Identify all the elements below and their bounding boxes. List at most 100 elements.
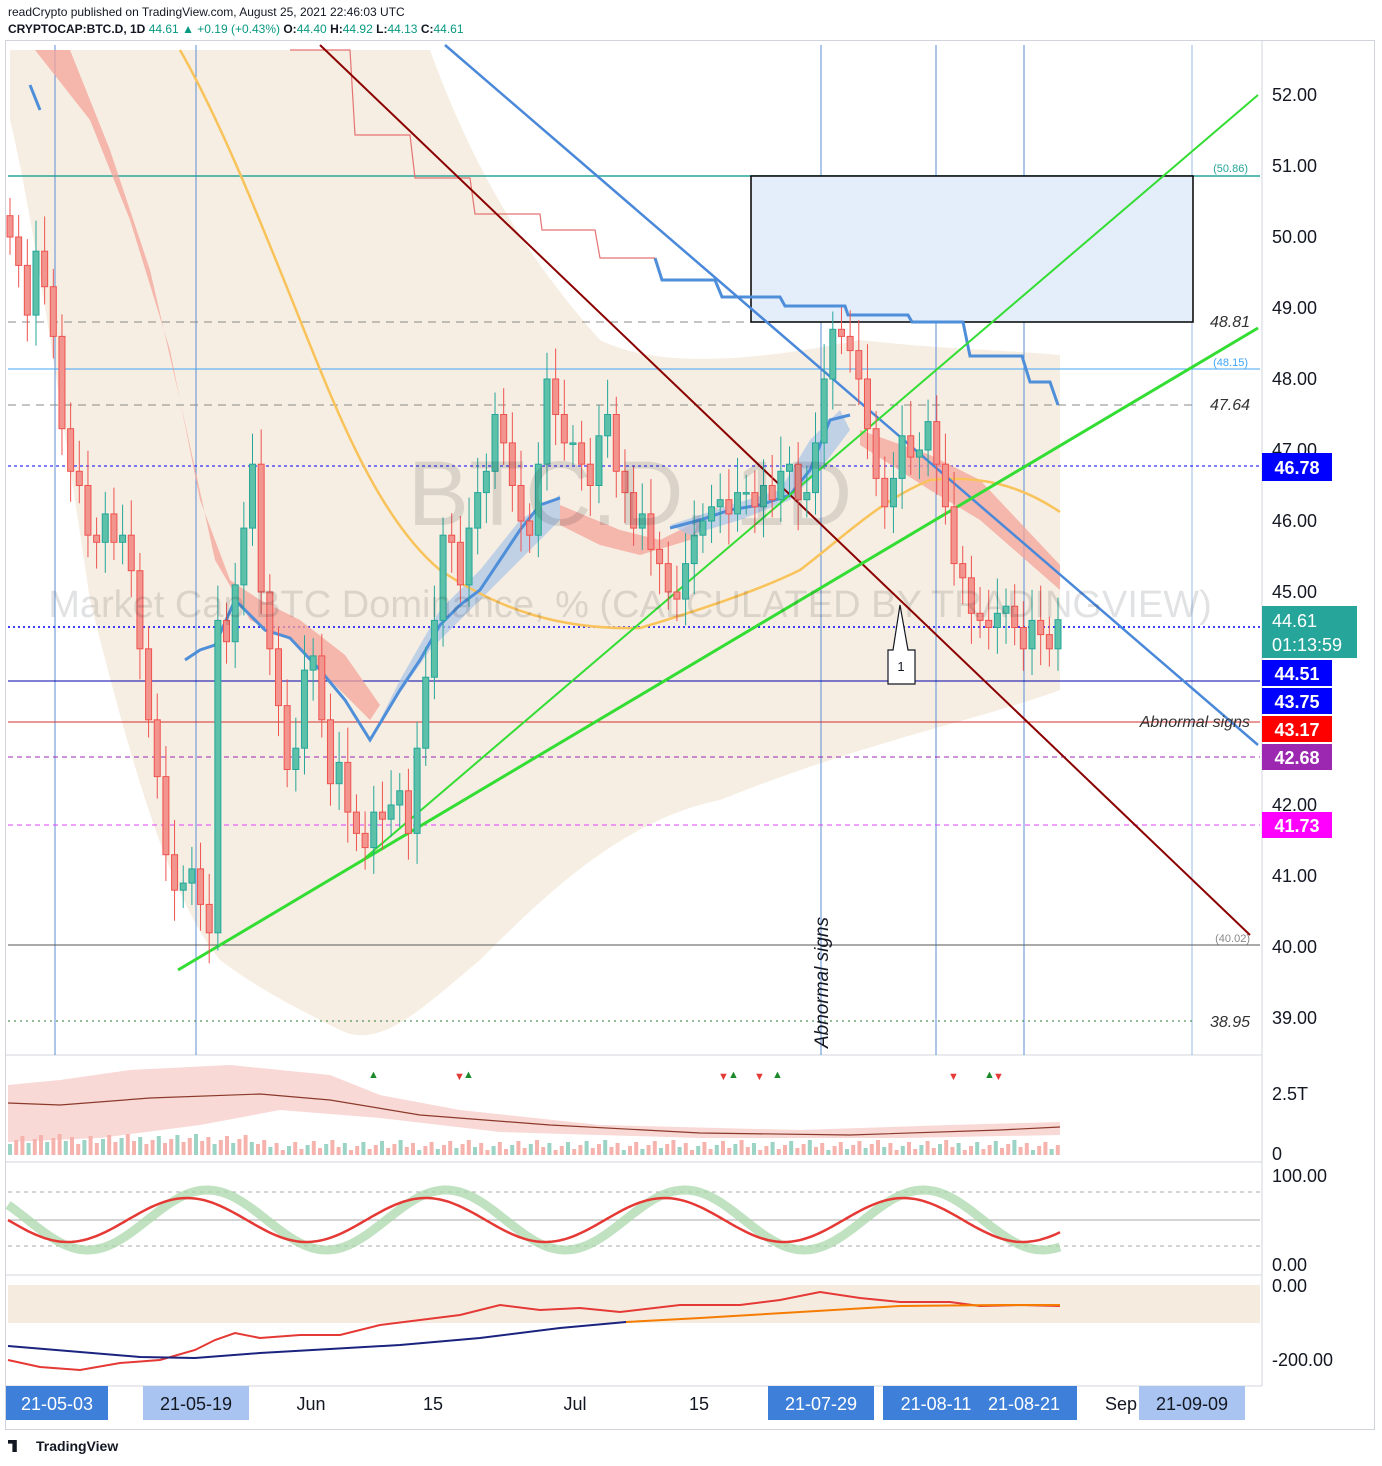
volume-bar [919, 1145, 924, 1155]
volume-bar [435, 1149, 440, 1155]
candle-body [725, 499, 733, 515]
candle-body [361, 832, 369, 849]
trendline-blue [444, 44, 1259, 746]
candle-body [84, 485, 92, 536]
volume-bar [187, 1138, 192, 1155]
volume-bar [1012, 1140, 1017, 1155]
time-axis[interactable]: 21-05-03 21-05-19 Jun 15 Jul 15 21-07-29… [6, 1386, 1245, 1420]
volume-bar [1018, 1147, 1023, 1155]
candle-body [67, 428, 75, 472]
volume-bar [851, 1145, 856, 1155]
candle-body [508, 442, 516, 486]
candle-body [309, 655, 317, 671]
volume-bar [566, 1142, 570, 1155]
candle-body [941, 463, 949, 508]
volume-bar [367, 1149, 372, 1155]
volume-bar [677, 1147, 682, 1155]
volume-bar [702, 1142, 707, 1155]
volume-bar [8, 1144, 12, 1155]
svg-text:42.68: 42.68 [1274, 748, 1319, 768]
trendline-dark-red [319, 44, 1251, 936]
volume-bar [293, 1142, 298, 1155]
label-38-95: 38.95 [1210, 1014, 1250, 1031]
volume-bar [299, 1149, 304, 1155]
candle-body [119, 534, 127, 543]
candle-body [915, 449, 923, 458]
svg-text:43.75: 43.75 [1274, 692, 1319, 712]
volume-bar [70, 1137, 74, 1155]
volume-bar [262, 1140, 267, 1155]
volume-bar [900, 1146, 905, 1155]
label-48-15: (48.15) [1213, 357, 1248, 369]
price-tick: 40.00 [1272, 937, 1317, 957]
watermark-big: BTC.D, 1D [408, 443, 853, 545]
candle-body [786, 463, 794, 472]
volume-bar [584, 1141, 589, 1155]
candle-body [292, 747, 300, 771]
candle-body [716, 499, 724, 508]
candle-body [560, 414, 568, 444]
volume-bar [51, 1138, 56, 1155]
candle-body [1054, 619, 1062, 650]
volume-bar [962, 1150, 967, 1155]
svg-text:46.78: 46.78 [1274, 458, 1319, 478]
volume-bar [305, 1145, 310, 1155]
yellow-ma [178, 49, 1061, 630]
step-line-blue [653, 257, 1060, 406]
volume-bar [956, 1143, 961, 1155]
change: ▲ +0.19 (+0.43%) [182, 22, 280, 36]
volume-bar [175, 1135, 180, 1155]
volume-bar [572, 1149, 577, 1155]
candle-body [1002, 605, 1010, 614]
volume-bar [789, 1141, 794, 1155]
candle-body [1028, 619, 1036, 650]
osc-line [7, 1196, 1061, 1244]
candle-body [863, 378, 871, 430]
volume-bar [361, 1142, 366, 1155]
price-axis[interactable]: 52.0051.0050.0049.0048.0047.0046.0045.00… [1272, 85, 1317, 1028]
candle-body [171, 854, 179, 891]
signal-triangles: ▲ ▼▲ ▼ ▲ ▼ ▲ ▼ ▲▼ [368, 1069, 1004, 1083]
time-label-4: Jul [563, 1394, 586, 1414]
candle-body [257, 463, 265, 593]
candle-body [612, 414, 620, 472]
volume-bar [274, 1143, 279, 1155]
volume-bar [119, 1138, 124, 1155]
candle-body [967, 577, 975, 614]
candle-body [855, 350, 863, 380]
time-label-6: 21-07-29 [785, 1394, 857, 1414]
time-label-3: 15 [423, 1394, 443, 1414]
volume-bar [497, 1142, 502, 1155]
volume-bar [814, 1147, 818, 1155]
volume-bar [411, 1143, 415, 1155]
candle-body [266, 591, 274, 650]
candle-body [976, 612, 984, 621]
volume-bar [516, 1141, 521, 1155]
candle-body [274, 648, 282, 707]
volume-bar [138, 1137, 143, 1155]
volume-bar [200, 1141, 205, 1155]
volume-bar [485, 1150, 490, 1155]
candle-body [708, 506, 716, 522]
svg-text:1: 1 [897, 659, 904, 674]
svg-text:43.17: 43.17 [1274, 720, 1319, 740]
volume-bar [57, 1134, 62, 1155]
candle-body [811, 442, 819, 494]
volume-bar [1031, 1150, 1035, 1155]
volume-bar [156, 1136, 161, 1155]
volume-bar [845, 1149, 849, 1155]
time-label-1: 21-05-19 [160, 1394, 232, 1414]
volume-bar [869, 1144, 874, 1155]
label-47-64: 47.64 [1210, 397, 1250, 414]
bottom-blue-line [7, 1321, 627, 1360]
volume-bar [392, 1144, 397, 1155]
volume-bar [423, 1146, 428, 1155]
candle-body [378, 811, 386, 820]
candle-body [58, 335, 66, 430]
candle-body [188, 868, 196, 884]
volume-bar [913, 1149, 918, 1155]
volume-bar [783, 1145, 787, 1155]
chart-frame[interactable] [5, 40, 1375, 1430]
step-line-red [290, 49, 655, 259]
